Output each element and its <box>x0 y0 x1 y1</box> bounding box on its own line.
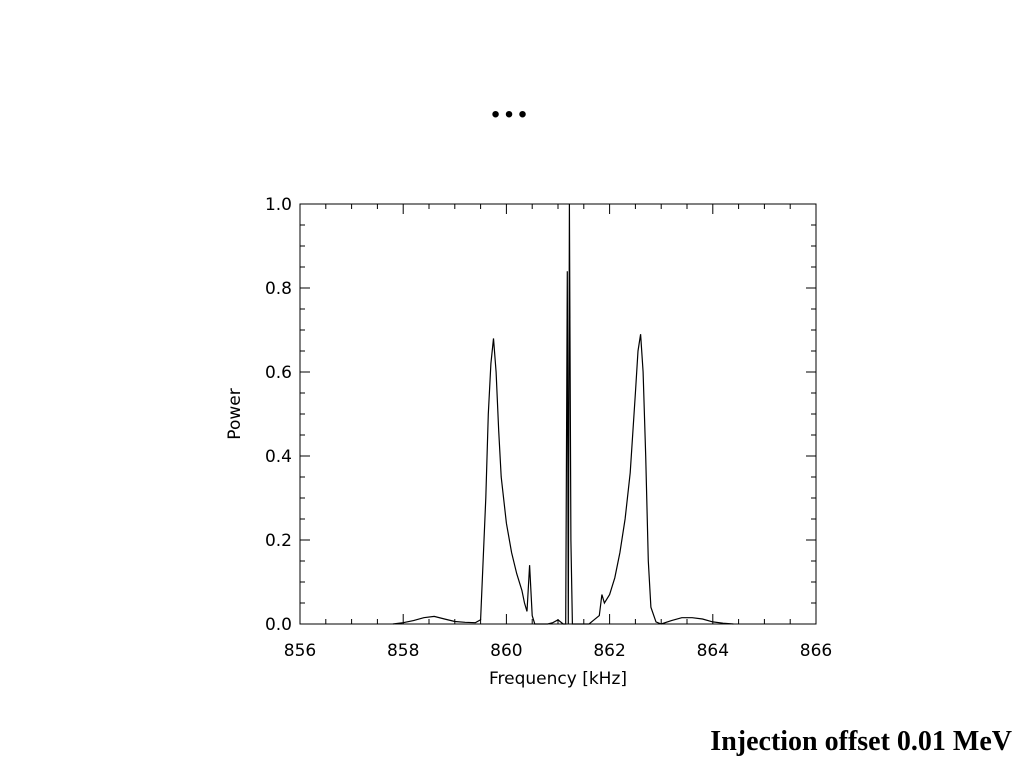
x-tick-label: 862 <box>593 641 625 661</box>
y-axis-label: Power <box>225 388 245 439</box>
y-tick-label: 0.6 <box>265 363 292 383</box>
series-line <box>392 203 734 625</box>
x-tick-label: 856 <box>284 641 316 661</box>
x-tick-label: 866 <box>800 641 832 661</box>
x-tick-label: 864 <box>697 641 729 661</box>
x-tick-label: 860 <box>490 641 522 661</box>
slide-caption: Injection offset 0.01 MeV <box>710 726 1012 757</box>
x-axis-label: Frequency [kHz] <box>489 669 627 689</box>
plot-frame <box>299 203 817 625</box>
chart: 856 858 860 862 864 866 0.0 0.2 0.4 0.6 0.8 1.0 Fr… <box>225 195 832 689</box>
y-tick-label: 0.8 <box>265 279 292 299</box>
chart-svg: 856 858 860 862 864 866 0.0 0.2 0.4 0.6 0.8 1.0 Fr… <box>225 195 832 689</box>
y-tick-label: 0.4 <box>265 447 292 467</box>
y-axis: 0.0 0.2 0.4 0.6 0.8 1.0 <box>265 195 816 635</box>
y-tick-label: 1.0 <box>265 195 292 215</box>
x-axis: 856 858 860 862 864 866 <box>284 204 832 661</box>
y-tick-label: 0.0 <box>265 615 292 635</box>
slide-title: … <box>489 81 535 126</box>
y-tick-label: 0.2 <box>265 531 292 551</box>
x-tick-label: 858 <box>387 641 419 661</box>
